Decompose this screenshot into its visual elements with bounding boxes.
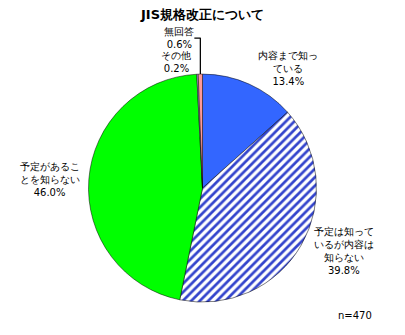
- svg-text:JIS規格改正について: JIS規格改正について: [140, 7, 264, 22]
- svg-text:n=470: n=470: [338, 310, 372, 321]
- svg-text:その他0.2%: その他0.2%: [161, 50, 191, 74]
- svg-text:予定があることを知らない46.0%: 予定があることを知らない46.0%: [20, 161, 80, 198]
- svg-text:内容まで知っている13.4%: 内容まで知っている13.4%: [258, 50, 318, 87]
- svg-text:予定は知っているが内容は知らない39.8%: 予定は知っているが内容は知らない39.8%: [314, 226, 374, 276]
- svg-text:無回答0.6%: 無回答0.6%: [164, 26, 194, 50]
